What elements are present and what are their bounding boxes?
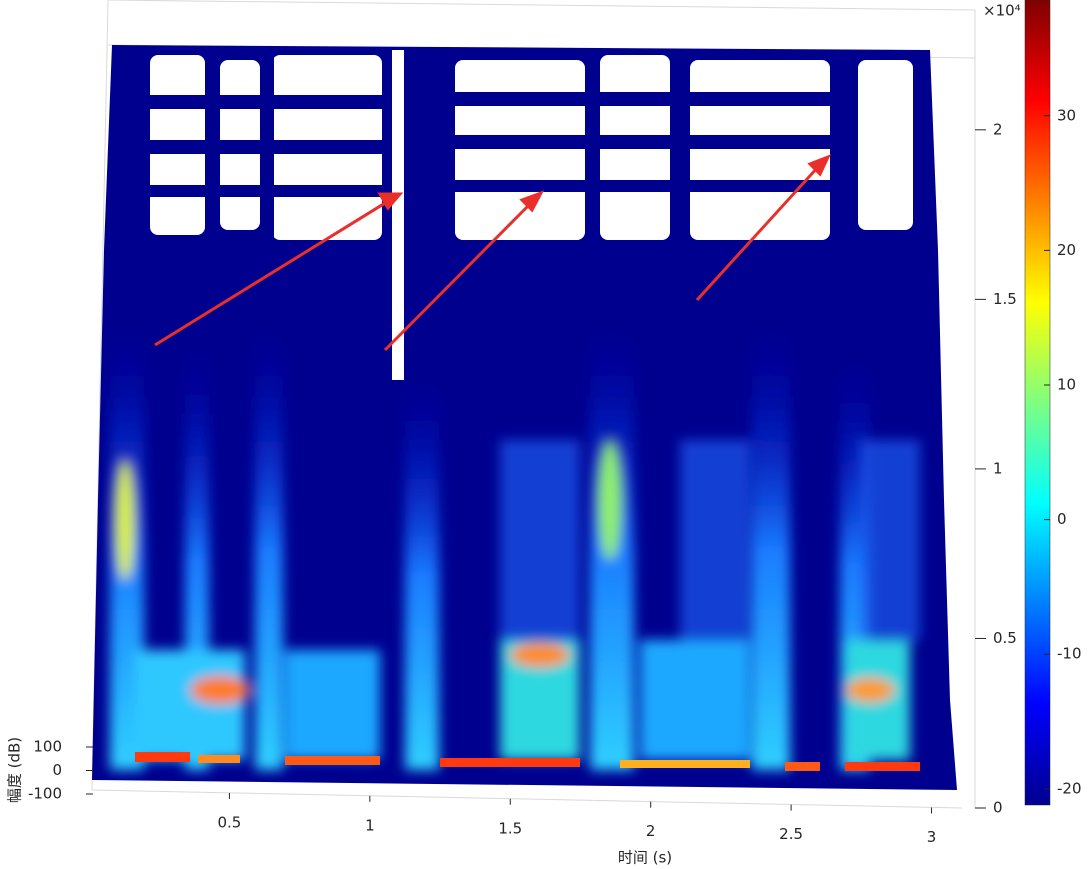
surface-band (150, 48, 856, 258)
surface-ridge (135, 752, 920, 771)
colorbar-tick-label: 10 (1057, 376, 1076, 394)
colorbar-tick-label: -20 (1057, 779, 1082, 797)
y-tick-label: 1 (993, 459, 1003, 477)
colorbar (1024, 0, 1051, 806)
x-axis-label: 时间 (s) (618, 849, 672, 867)
y-tick-label: 2 (993, 120, 1003, 138)
colorbar-tick-label: -10 (1057, 645, 1082, 663)
colorbar-tick-label: 0 (1057, 510, 1067, 528)
y-exponent: ×10⁴ (983, 2, 1021, 20)
x-tick-label: 0.5 (217, 813, 241, 831)
x-tick-label: 2 (646, 822, 656, 840)
z-axis-label: 幅度 (dB) (6, 737, 24, 803)
z-tick-label: 0 (52, 761, 62, 779)
surface-energy (110, 330, 920, 770)
annotation-arrow (154, 154, 831, 352)
z-tick-label: -100 (28, 785, 62, 803)
z-tick-label: 100 (33, 738, 62, 756)
y-tick-label: 0.5 (993, 629, 1017, 647)
y-tick-label: 1.5 (993, 290, 1017, 308)
y-tick-label: 0 (993, 799, 1003, 817)
x-tick-label: 1.5 (498, 819, 522, 837)
colorbar-tick-label: 20 (1057, 241, 1076, 259)
spectrogram-surface (92, 45, 957, 790)
colorbar-tick-label: 30 (1057, 106, 1076, 124)
x-tick-label: 2.5 (779, 825, 803, 843)
x-tick-label: 3 (927, 828, 937, 846)
x-tick-label: 1 (365, 816, 375, 834)
